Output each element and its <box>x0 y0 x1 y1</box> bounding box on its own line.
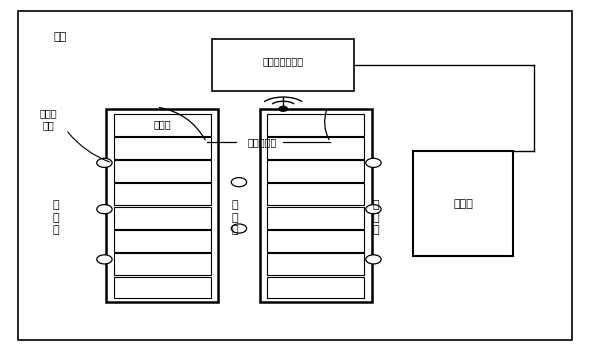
Bar <box>267 207 364 229</box>
Bar <box>114 160 211 182</box>
Circle shape <box>279 106 287 111</box>
Text: 传感器
节点: 传感器 节点 <box>40 108 57 130</box>
Bar <box>114 114 211 135</box>
Circle shape <box>97 255 112 264</box>
Bar <box>413 151 513 256</box>
Text: 热
通
道: 热 通 道 <box>52 200 59 235</box>
Bar <box>267 253 364 275</box>
Text: 服务器机柜: 服务器机柜 <box>248 137 277 147</box>
Bar <box>267 137 364 159</box>
Bar <box>260 109 372 302</box>
Text: 服务器: 服务器 <box>153 120 171 130</box>
Text: 热
通
道: 热 通 道 <box>372 200 379 235</box>
Text: 冷
通
道: 冷 通 道 <box>231 200 238 235</box>
Bar <box>114 207 211 229</box>
Text: 终端机: 终端机 <box>453 199 473 208</box>
Text: 机房: 机房 <box>53 32 66 41</box>
Bar <box>267 277 364 298</box>
Bar <box>114 137 211 159</box>
Circle shape <box>97 205 112 214</box>
Bar <box>114 277 211 298</box>
Bar <box>267 184 364 205</box>
Bar <box>114 253 211 275</box>
Bar <box>267 230 364 252</box>
Circle shape <box>366 158 381 167</box>
Bar <box>212 39 354 91</box>
Circle shape <box>366 255 381 264</box>
Circle shape <box>231 178 247 187</box>
Bar <box>267 114 364 135</box>
Bar <box>106 109 218 302</box>
Circle shape <box>97 158 112 167</box>
Text: 温度场采集模块: 温度场采集模块 <box>263 57 304 66</box>
Bar <box>114 184 211 205</box>
Circle shape <box>366 205 381 214</box>
Circle shape <box>231 224 247 233</box>
Bar <box>114 230 211 252</box>
Bar <box>267 160 364 182</box>
